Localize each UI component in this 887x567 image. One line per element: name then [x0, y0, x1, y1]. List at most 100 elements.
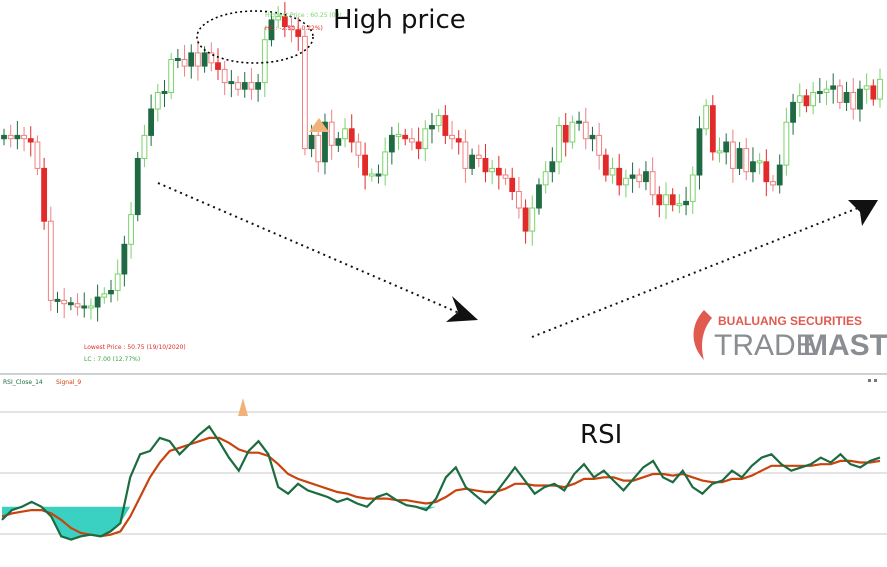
candle-body: [236, 83, 241, 90]
candle-body: [82, 306, 87, 308]
candle-body: [744, 149, 749, 172]
candle-body: [483, 159, 488, 172]
candle-body: [844, 93, 849, 103]
candle-body: [343, 129, 348, 139]
candle-body: [557, 126, 562, 162]
candle-body: [824, 89, 829, 92]
signal-legend-label: Signal_9: [56, 379, 81, 386]
uptrend-arrowhead: [848, 200, 878, 226]
candle-body: [777, 165, 782, 185]
candle-body: [704, 106, 709, 129]
candle-body: [22, 135, 27, 138]
candle-body: [8, 135, 13, 138]
candle-body: [644, 172, 649, 182]
candle-body: [35, 142, 40, 168]
candle-body: [463, 142, 468, 168]
candle-body: [871, 86, 876, 99]
candle-body: [677, 204, 682, 206]
price-panel: Highest Price : 60.25 (09/… HC : -2.50 (…: [2, 2, 887, 363]
rsi-annotation: RSI: [580, 420, 622, 450]
high-price-annotation: High price: [333, 5, 466, 35]
candle-body: [878, 79, 883, 99]
candle-body: [664, 195, 669, 205]
candle-body: [864, 86, 869, 89]
watermark-flame-icon: [694, 310, 713, 360]
panel-resize-icon[interactable]: [868, 379, 877, 382]
candle-body: [410, 139, 415, 142]
watermark-main-b: MASTER: [803, 329, 887, 362]
candle-body: [68, 303, 73, 305]
candle-body: [363, 155, 368, 175]
candle-body: [229, 82, 234, 84]
candle-body: [48, 221, 53, 300]
candle-body: [2, 135, 7, 138]
candle-body: [303, 36, 308, 148]
candle-body: [670, 195, 675, 205]
candle-body: [202, 53, 207, 66]
candle-body: [737, 149, 742, 169]
candle-body: [610, 168, 615, 175]
candle-body: [456, 139, 461, 142]
candle-body: [797, 96, 802, 103]
candle-body: [403, 135, 408, 138]
candle-body: [811, 93, 816, 106]
candle-body: [751, 162, 756, 172]
candle-body: [804, 96, 809, 106]
candle-body: [356, 142, 361, 155]
candle-body: [831, 86, 836, 89]
candle-body: [837, 86, 842, 103]
candle-body: [617, 168, 622, 185]
candle-body: [577, 121, 582, 123]
rsi-panel: RSI_Close_14 Signal_9 RSI: [0, 379, 887, 540]
candle-body: [858, 89, 863, 109]
candle-body: [697, 129, 702, 175]
candle-body: [89, 306, 94, 308]
candle-body: [436, 116, 441, 126]
candle-body: [369, 174, 374, 176]
hc-label: HC : -2.50 (-0.22%): [265, 25, 323, 32]
candle-body: [336, 139, 341, 146]
candle-body: [724, 142, 729, 152]
candle-body: [730, 142, 735, 168]
candle-body: [256, 83, 261, 90]
candle-body: [476, 155, 481, 158]
candle-body: [309, 135, 314, 148]
candle-body: [590, 135, 595, 138]
candle-body: [349, 129, 354, 142]
candle-body: [717, 151, 722, 153]
candle-body: [503, 175, 508, 178]
candle-body: [115, 274, 120, 291]
candle-body: [530, 208, 535, 231]
candle-body: [510, 178, 515, 191]
candle-body: [129, 215, 134, 245]
candle-body: [623, 178, 628, 185]
candle-body: [62, 300, 67, 303]
candles-group: [2, 2, 883, 321]
candle-body: [490, 168, 495, 171]
rsi-lines-group: [2, 426, 880, 539]
candle-body: [28, 139, 33, 142]
candle-body: [15, 135, 20, 138]
rsi-marker-triangle: [238, 398, 248, 416]
candle-body: [122, 244, 127, 274]
candle-body: [55, 299, 60, 301]
candle-body: [637, 175, 642, 182]
candle-body: [102, 294, 107, 297]
candle-body: [376, 174, 381, 176]
candle-body: [95, 297, 100, 307]
candle-body: [162, 92, 167, 94]
candle-body: [396, 134, 401, 136]
candle-body: [771, 182, 776, 185]
candle-body: [222, 69, 227, 82]
candle-body: [597, 135, 602, 155]
candle-body: [249, 83, 254, 90]
candle-body: [216, 63, 221, 70]
candle-body: [42, 168, 47, 221]
candle-body: [443, 116, 448, 136]
candle-body: [430, 126, 435, 129]
candle-body: [690, 175, 695, 201]
watermark: BUALUANG SECURITIES TRADE MASTER: [694, 310, 887, 362]
candle-body: [563, 126, 568, 143]
candle-body: [583, 122, 588, 139]
